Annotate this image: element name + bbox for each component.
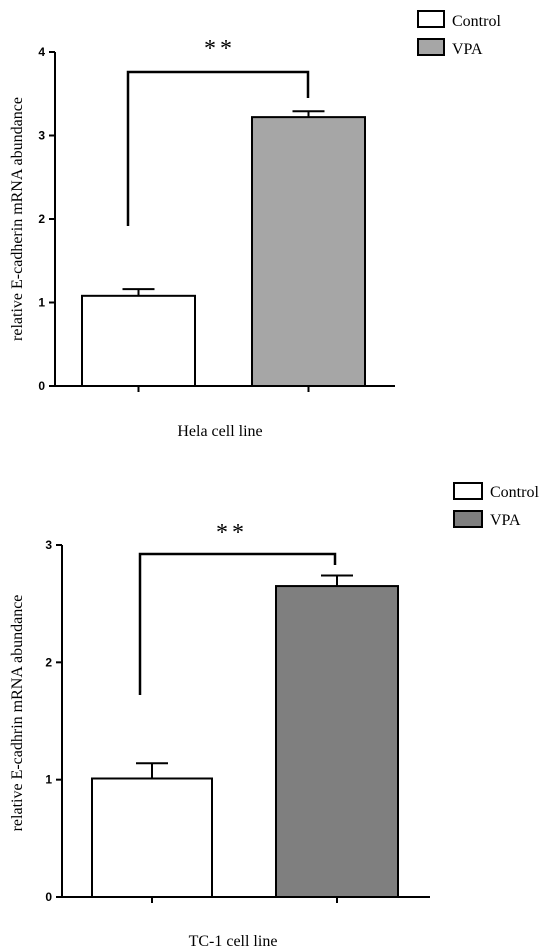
y-tick-label: 3 [38, 129, 45, 143]
y-tick-label: 0 [38, 379, 45, 393]
legend-swatch-vpa [453, 510, 483, 528]
legend-item-vpa: VPA [453, 510, 521, 529]
y-tick-label: 1 [38, 296, 45, 310]
legend-label-vpa: VPA [452, 41, 483, 58]
y-tick-label: 2 [38, 212, 45, 226]
bar-control [91, 777, 213, 899]
legend-swatch-control [417, 10, 445, 28]
legend-swatch-vpa [417, 38, 445, 56]
legend-label-control: Control [452, 13, 501, 30]
legend-item-control: Control [453, 482, 539, 501]
bar-vpa [275, 585, 399, 898]
y-axis-title: relative E-cadhrin mRNA abundance [9, 595, 26, 832]
legend-label-control: Control [490, 484, 539, 501]
y-tick-label: 4 [38, 45, 45, 59]
legend-label-vpa: VPA [490, 512, 521, 529]
y-tick-label: 2 [45, 655, 52, 669]
legend-item-control: Control [417, 10, 501, 30]
x-axis-title: TC-1 cell line [189, 933, 278, 949]
legend-item-vpa: VPA [417, 38, 483, 58]
x-axis-title: Hela cell line [177, 423, 262, 440]
y-axis-title: relative E-cadherin mRNA abundance [9, 97, 26, 341]
y-tick-label: 0 [45, 890, 52, 904]
legend-swatch-control [453, 482, 483, 500]
y-tick-label: 1 [45, 773, 52, 787]
chart-hela: relative E-cadherin mRNA abundance Hela … [9, 10, 501, 440]
significance-bracket [138, 552, 337, 695]
y-tick-label: 3 [45, 538, 52, 552]
significance-label: ** [216, 520, 248, 546]
significance-label: ** [204, 36, 236, 62]
bar-control [81, 294, 196, 388]
significance-bracket [126, 70, 310, 226]
chart-tc1: relative E-cadhrin mRNA abundance TC-1 c… [9, 482, 539, 949]
bar-vpa [251, 116, 366, 387]
